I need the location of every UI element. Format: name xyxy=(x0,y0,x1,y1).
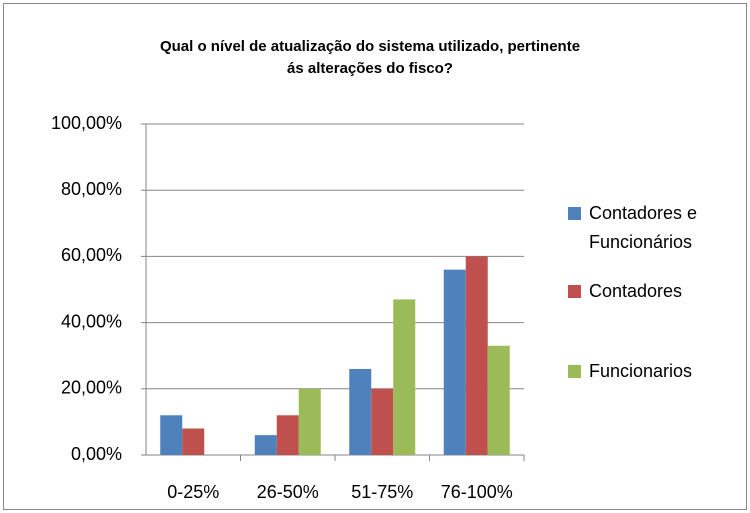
bar xyxy=(276,415,299,455)
bar xyxy=(182,428,205,455)
legend-swatch xyxy=(568,365,581,378)
legend-label: Contadores xyxy=(589,281,683,301)
legend-entry: Contadores e Funcionários xyxy=(568,199,738,257)
y-tick-label: 80,00% xyxy=(61,179,122,199)
bar xyxy=(254,435,277,455)
y-tick-label: 60,00% xyxy=(61,245,122,265)
legend-entry: Funcionarios xyxy=(568,357,738,386)
legend-label: Funcionarios xyxy=(589,361,693,381)
legend-swatch xyxy=(568,285,581,298)
bar xyxy=(298,388,321,455)
y-tick-label: 0,00% xyxy=(71,444,122,464)
y-tick-label: 100,00% xyxy=(51,113,122,133)
x-tick-label: 26-50% xyxy=(257,482,319,502)
bar xyxy=(349,368,372,455)
legend-swatch xyxy=(568,207,581,220)
y-tick-label: 40,00% xyxy=(61,311,122,331)
chart-title: Qual o nível de atualização do sistema u… xyxy=(159,38,581,77)
x-tick-label: 51-75% xyxy=(351,482,413,502)
legend-entry: Contadores xyxy=(568,277,738,306)
x-tick-label: 0-25% xyxy=(167,482,219,502)
legend-label: Contadores e Funcionários xyxy=(589,203,698,252)
bar xyxy=(160,415,183,455)
bar xyxy=(393,299,416,455)
bar xyxy=(465,256,488,455)
x-tick-label: 76-100% xyxy=(441,482,513,502)
bar xyxy=(371,388,394,455)
bar xyxy=(443,269,466,455)
bar xyxy=(487,345,510,455)
y-tick-label: 20,00% xyxy=(61,378,122,398)
